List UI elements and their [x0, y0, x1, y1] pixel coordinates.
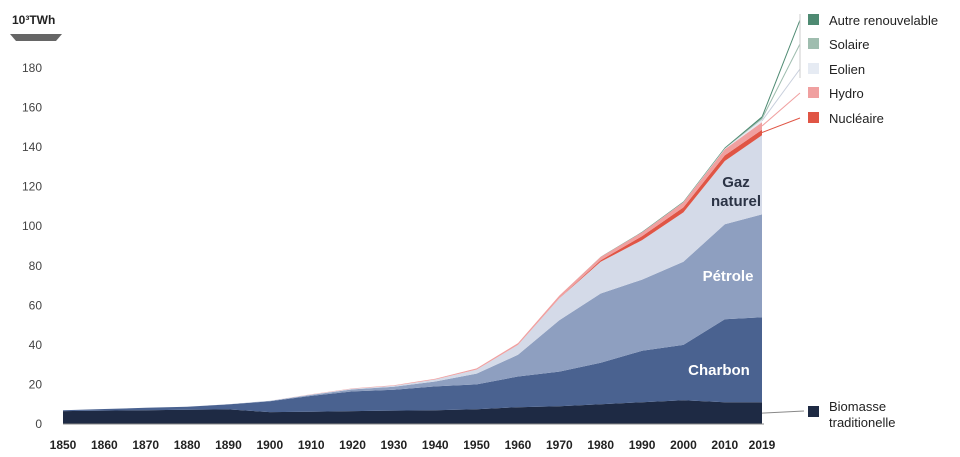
legend-leader-line — [761, 68, 801, 122]
legend-label: Solaire — [829, 37, 869, 52]
y-tick-label: 160 — [22, 101, 42, 115]
y-tick-label: 20 — [29, 377, 43, 391]
legend-swatch — [808, 38, 819, 49]
legend: Autre renouvelable Solaire Eolien Hydro Nucl… — [761, 13, 938, 133]
x-tick-label: 1990 — [629, 438, 656, 452]
unit-arrow-icon — [10, 34, 62, 41]
x-tick-label: 1860 — [91, 438, 118, 452]
x-tick-label: 1930 — [381, 438, 408, 452]
label-petrole: Pétrole — [703, 268, 754, 285]
stacked-areas — [63, 116, 762, 424]
y-tick-label: 120 — [22, 180, 42, 194]
legend-leader-line — [761, 92, 801, 127]
legend-swatch — [808, 87, 819, 98]
legend-leader-line — [761, 19, 801, 118]
x-tick-label: 1970 — [546, 438, 573, 452]
x-tick-label: 1960 — [505, 438, 532, 452]
biomasse-label-line1: Biomasse — [829, 399, 886, 414]
x-tick-label: 1940 — [422, 438, 449, 452]
x-tick-label: 1980 — [587, 438, 614, 452]
area-charbon — [63, 317, 762, 413]
biomasse-leader-line — [761, 410, 805, 414]
biomasse-legend: Biomasse traditionelle — [761, 399, 896, 430]
label-gaz-line1: Gaz — [722, 174, 750, 191]
y-tick-label: 0 — [35, 417, 42, 431]
y-axis: 0 20 40 60 80 100 120 140 160 180 — [22, 61, 42, 431]
legend-swatch — [808, 14, 819, 25]
y-tick-label: 80 — [29, 259, 43, 273]
legend-label: Autre renouvelable — [829, 13, 938, 28]
y-tick-label: 60 — [29, 298, 43, 312]
x-tick-label: 1850 — [50, 438, 77, 452]
x-tick-label: 2019 — [749, 438, 776, 452]
label-gaz-line2: naturel — [711, 193, 761, 210]
y-tick-label: 100 — [22, 219, 42, 233]
area-biomasse-traditionelle — [63, 400, 762, 424]
x-tick-label: 1910 — [298, 438, 325, 452]
y-tick-label: 40 — [29, 338, 43, 352]
x-tick-label: 1900 — [256, 438, 283, 452]
biomasse-swatch — [808, 406, 819, 417]
x-tick-label: 1920 — [339, 438, 366, 452]
legend-leader-line — [761, 43, 801, 119]
x-tick-label: 1880 — [174, 438, 201, 452]
area-gaz-naturel — [63, 135, 762, 411]
y-tick-label: 180 — [22, 61, 42, 75]
legend-label: Hydro — [829, 86, 864, 101]
biomasse-label-line2: traditionelle — [829, 415, 896, 430]
inline-labels: Gaz naturel Pétrole Charbon — [688, 174, 761, 379]
legend-label: Nucléaire — [829, 111, 884, 126]
x-tick-label: 1950 — [463, 438, 490, 452]
x-tick-label: 2010 — [711, 438, 738, 452]
x-tick-label: 1870 — [132, 438, 159, 452]
legend-leader-line — [761, 117, 801, 133]
unit-label: 10³TWh — [12, 13, 55, 27]
x-tick-label: 1890 — [215, 438, 242, 452]
x-tick-label: 2000 — [670, 438, 697, 452]
area-p-trole — [63, 214, 762, 411]
x-axis: 1850 1860 1870 1880 1890 1900 1910 1920 1930 1940… — [50, 438, 776, 452]
label-charbon: Charbon — [688, 362, 750, 379]
legend-label: Eolien — [829, 62, 865, 77]
legend-swatch — [808, 112, 819, 123]
legend-swatch — [808, 63, 819, 74]
y-tick-label: 140 — [22, 140, 42, 154]
